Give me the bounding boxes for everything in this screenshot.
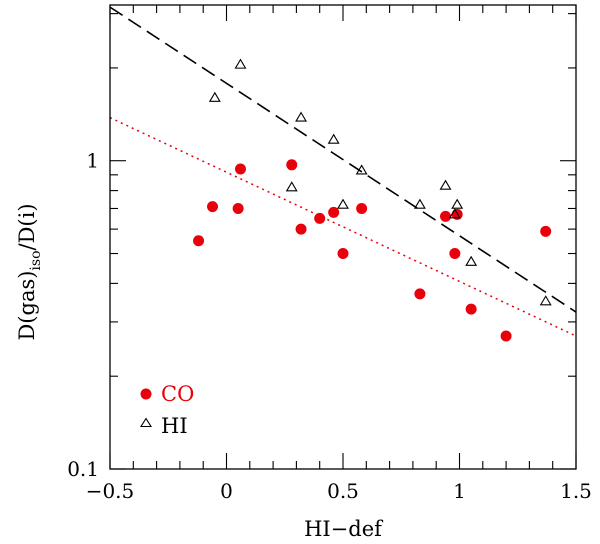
co-point (328, 206, 340, 218)
hi-point (285, 181, 298, 192)
co-fit-line (109, 116, 577, 337)
co-point (234, 163, 246, 175)
co-point (295, 223, 307, 235)
co-point (500, 330, 512, 342)
y-tick-label: 1 (86, 149, 99, 173)
x-tick-label: 1.5 (560, 479, 592, 503)
co-point (414, 288, 426, 300)
hi-point (451, 198, 464, 209)
co-point (465, 303, 477, 315)
co-point (540, 225, 552, 237)
co-point (193, 235, 205, 247)
hi-point (465, 255, 478, 266)
co-point (440, 210, 452, 222)
legend-marker-co (140, 388, 152, 400)
y-axis-label: D(gas)iso/D(i) (15, 203, 44, 340)
x-axis-label: HI−def (304, 517, 384, 541)
co-point (314, 212, 326, 224)
hi-point (337, 198, 349, 209)
co-point (337, 248, 349, 260)
x-tick-label: 0 (220, 479, 233, 503)
legend-marker-hi (140, 417, 152, 428)
x-tick-label: 0.5 (327, 479, 359, 503)
co-point (449, 248, 461, 260)
y-axis-label-subscript: iso (28, 250, 44, 270)
legend-label-hi: HI (161, 414, 188, 438)
data-points (193, 58, 552, 342)
co-point (207, 201, 219, 213)
co-point (356, 202, 368, 214)
fit-lines (109, 6, 577, 337)
x-tick-label: −0.5 (86, 479, 135, 503)
hi-point (208, 91, 221, 102)
hi-point (448, 208, 461, 219)
hi-fit-line (109, 6, 577, 313)
y-tick-label: 0.1 (67, 457, 99, 481)
hi-point (355, 164, 368, 175)
tick-labels: −0.5 0 0.5 1 1.5 0.1 1 (67, 149, 592, 503)
co-point (286, 159, 298, 171)
hi-point (295, 111, 308, 122)
y-axis-label-main: D(gas) (15, 271, 39, 341)
hi-point (327, 133, 340, 144)
co-point (232, 202, 244, 214)
plot-frame (109, 4, 577, 470)
legend: CO HI (140, 382, 194, 438)
legend-label-co: CO (161, 382, 194, 406)
y-axis-label-rest: /D(i) (15, 203, 39, 250)
hi-point (439, 179, 452, 190)
hi-point (539, 295, 552, 306)
x-tick-label: 1 (453, 479, 466, 503)
hi-point (234, 58, 247, 69)
hi-point (413, 198, 426, 209)
tick-marks (109, 5, 577, 470)
